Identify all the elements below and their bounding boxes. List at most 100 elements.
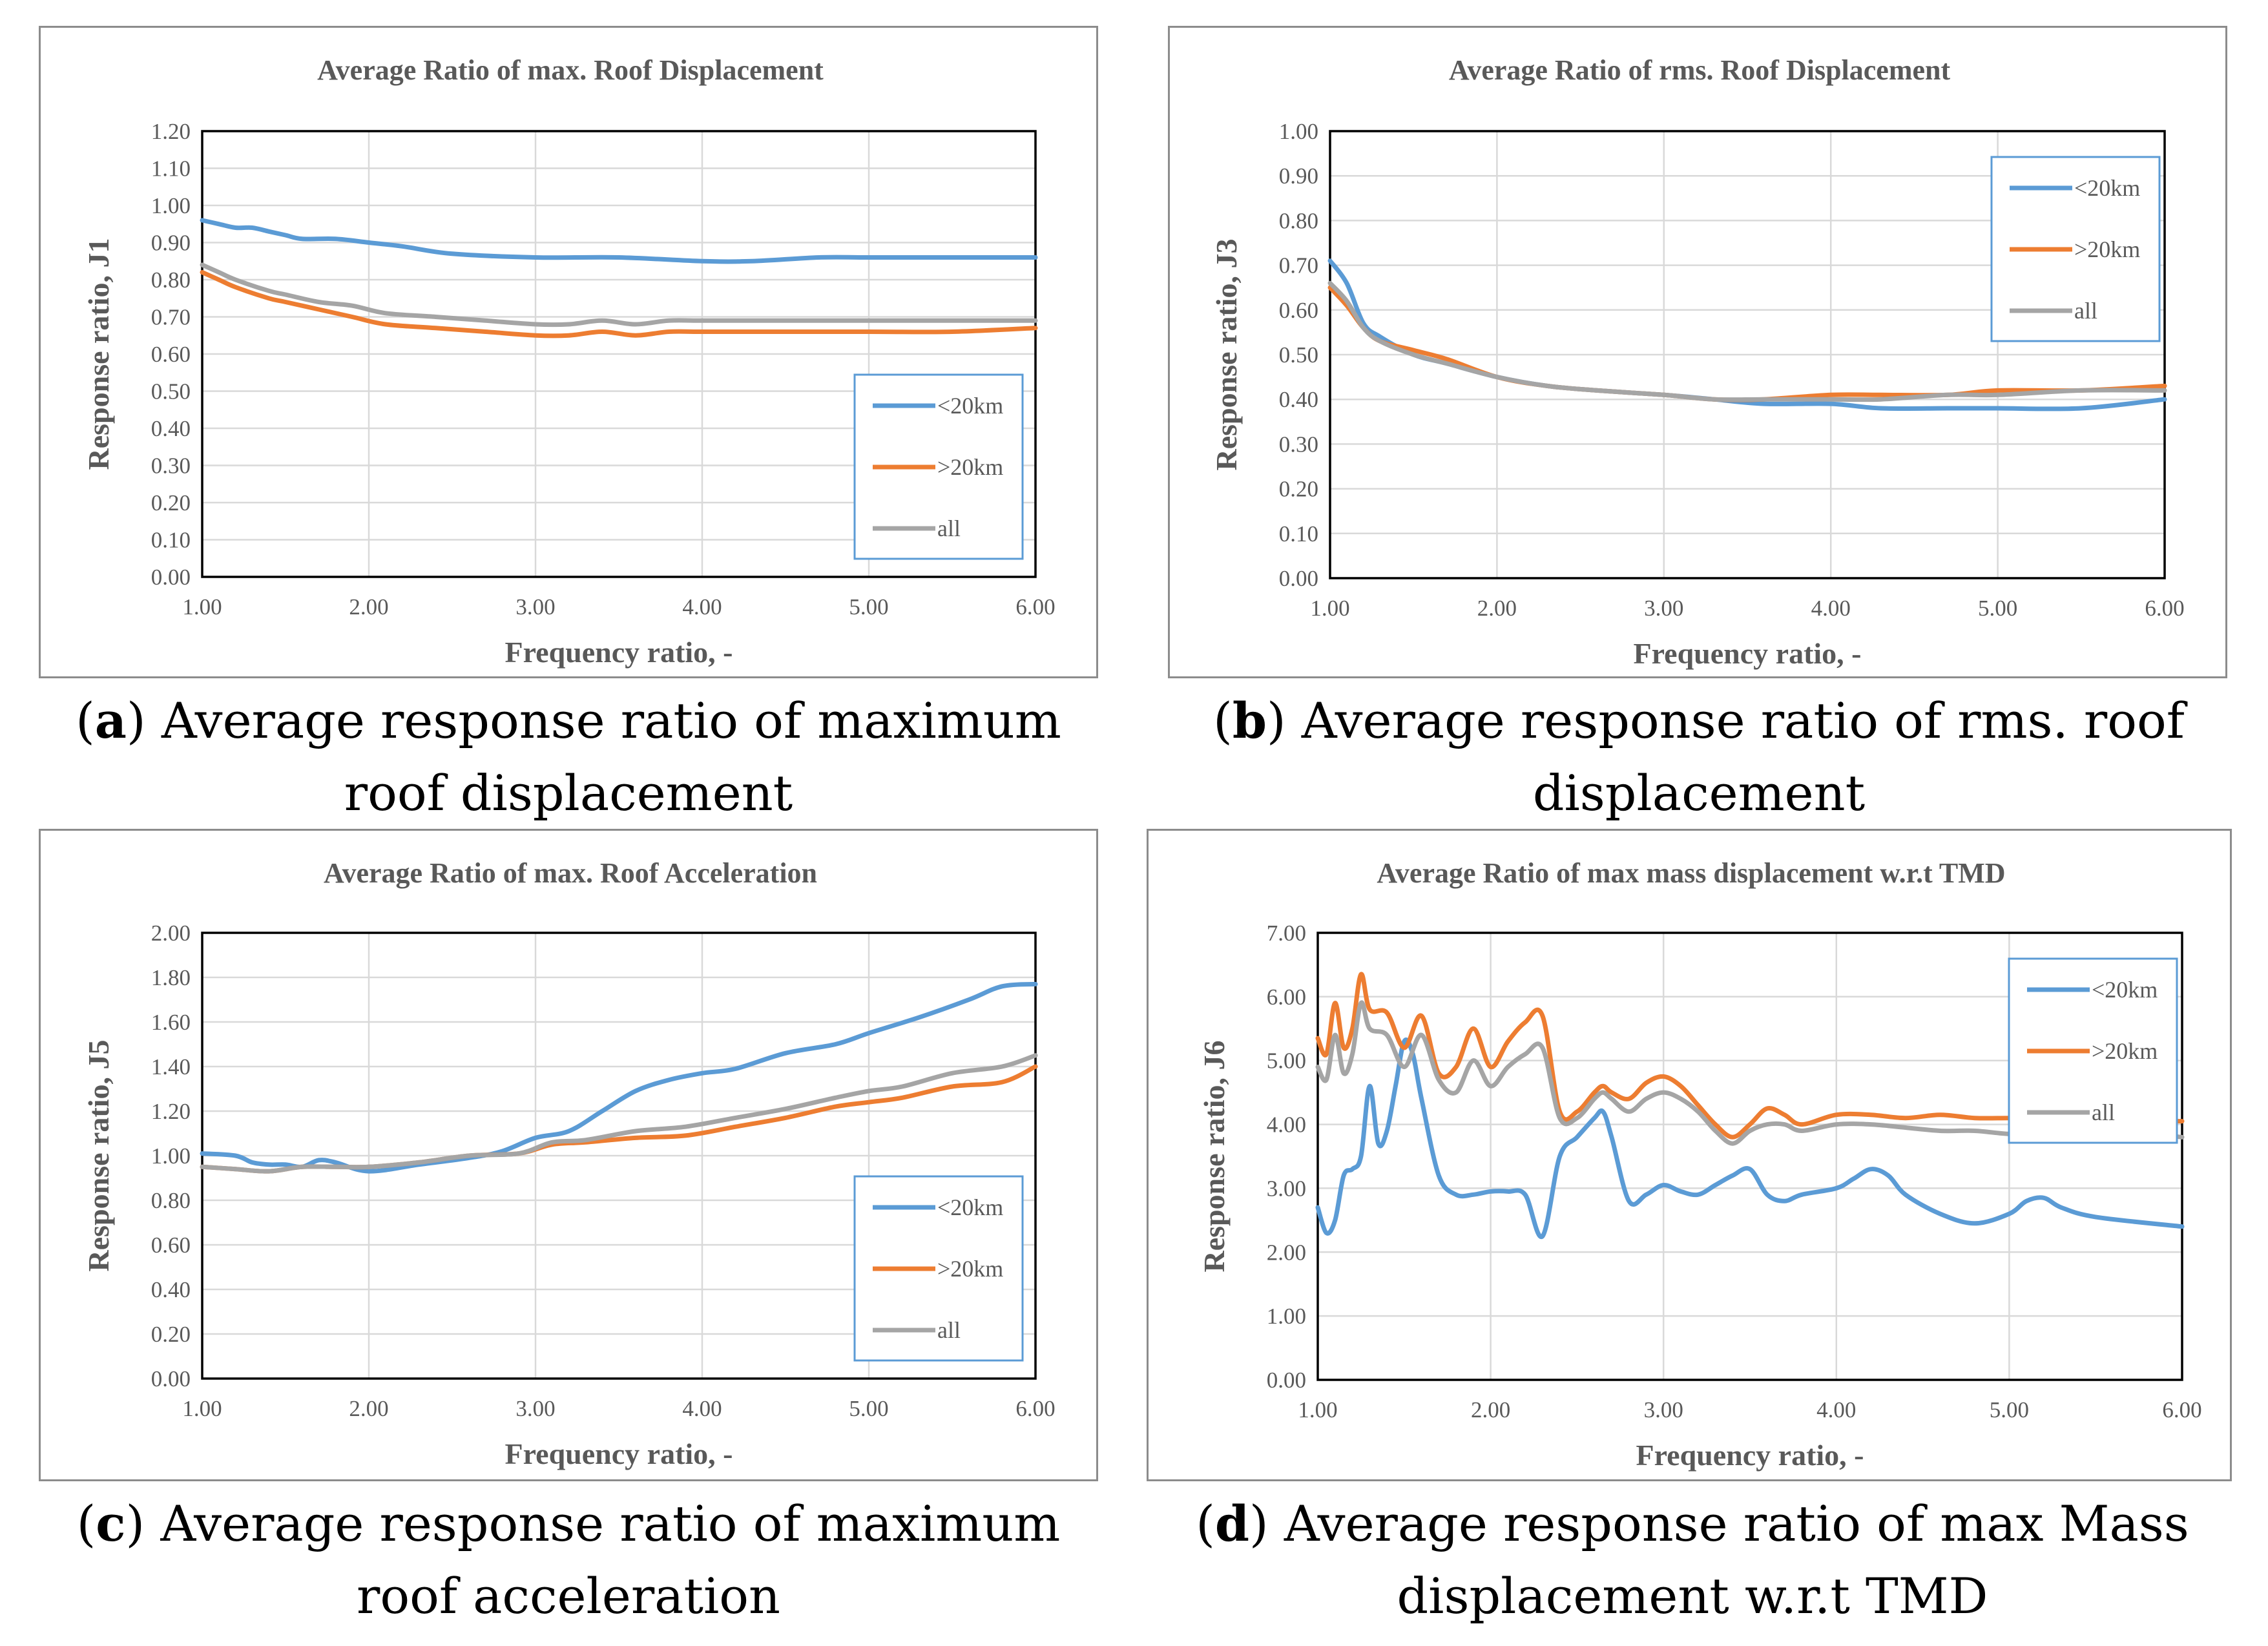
y-tick-label: 0.40 <box>151 416 191 441</box>
series-line-all <box>1327 280 2167 402</box>
x-tick-label: 6.00 <box>1015 1396 1055 1421</box>
chart-d-svg: Average Ratio of max mass displacement w… <box>1198 857 2202 1472</box>
x-tick-label: 1.00 <box>182 1396 222 1421</box>
chart-c: Average Ratio of max. Roof Acceleration 0… <box>39 829 1098 1481</box>
x-tick-label: 3.00 <box>1644 596 1683 621</box>
y-axis-label: Response ratio, J3 <box>1210 238 1243 470</box>
y-tick-label: 0.00 <box>151 1366 191 1391</box>
chart-title: Average Ratio of rms. Roof Displacement <box>1449 54 1951 86</box>
x-axis-label: Frequency ratio, - <box>1636 1439 1864 1472</box>
x-tick-label: 6.00 <box>2162 1397 2201 1422</box>
legend-label-all: all <box>2074 298 2097 324</box>
y-tick-label: 3.00 <box>1267 1176 1306 1201</box>
y-tick-label: 2.00 <box>1267 1240 1306 1265</box>
y-tick-label: 0.40 <box>1279 387 1318 412</box>
y-tick-label: 0.10 <box>151 528 191 553</box>
y-tick-label: 0.20 <box>1279 477 1318 502</box>
chart-title: Average Ratio of max mass displacement w… <box>1377 857 2005 889</box>
x-tick-label: 5.00 <box>1978 596 2017 621</box>
x-tick-label: 1.00 <box>182 594 222 620</box>
y-tick-label: 0.80 <box>151 267 191 293</box>
legend-label-gt20: >20km <box>937 454 1003 480</box>
caption-b: (b) Average response ratio of rms. roof … <box>1213 692 2185 822</box>
y-tick-label: 1.00 <box>1267 1304 1306 1329</box>
y-tick-label: 0.70 <box>151 305 191 330</box>
legend-label-lt20: <20km <box>937 393 1003 419</box>
series-line-all <box>1315 1000 2185 1146</box>
x-tick-label: 2.00 <box>349 1396 388 1421</box>
y-tick-label: 0.00 <box>1267 1368 1306 1393</box>
series-line-all <box>200 262 1038 328</box>
y-tick-label: 1.20 <box>151 119 191 144</box>
y-tick-label: 0.70 <box>1279 253 1318 278</box>
x-axis-label: Frequency ratio, - <box>1633 637 1861 670</box>
x-tick-label: 2.00 <box>1477 596 1517 621</box>
y-axis-label: Response ratio, J1 <box>82 238 115 470</box>
y-tick-label: 0.80 <box>151 1188 191 1213</box>
legend-label-gt20: >20km <box>2074 236 2140 262</box>
legend-label-lt20: <20km <box>2092 977 2158 1003</box>
chart-a: Average Ratio of max. Roof Displacement 0… <box>39 26 1098 678</box>
chart-b: Average Ratio of rms. Roof Displacement 0… <box>1168 26 2227 678</box>
plot-frame <box>1329 130 2166 579</box>
y-tick-label: 1.40 <box>151 1054 191 1079</box>
x-tick-label: 4.00 <box>1811 596 1851 621</box>
y-tick-label: 1.00 <box>1279 119 1318 144</box>
series-line-lt20 <box>200 218 1038 264</box>
x-tick-label: 6.00 <box>1015 594 1055 620</box>
legend-label-lt20: <20km <box>2074 175 2140 201</box>
x-tick-label: 3.00 <box>1644 1397 1683 1422</box>
x-axis-label: Frequency ratio, - <box>505 636 733 669</box>
y-tick-label: 5.00 <box>1267 1048 1306 1074</box>
plot-frame <box>201 130 1037 578</box>
y-axis-label: Response ratio, J6 <box>1198 1040 1231 1272</box>
y-tick-label: 7.00 <box>1267 921 1306 946</box>
y-tick-label: 0.00 <box>151 565 191 590</box>
chart-title: Average Ratio of max. Roof Acceleration <box>324 857 817 889</box>
y-tick-label: 1.20 <box>151 1099 191 1124</box>
x-tick-label: 3.00 <box>515 1396 555 1421</box>
y-tick-label: 0.30 <box>1279 432 1318 457</box>
y-tick-label: 0.60 <box>1279 298 1318 323</box>
y-tick-label: 0.10 <box>1279 521 1318 547</box>
y-tick-label: 0.00 <box>1279 566 1318 591</box>
x-tick-label: 3.00 <box>515 594 555 620</box>
y-tick-label: 1.60 <box>151 1010 191 1035</box>
legend-label-gt20: >20km <box>2092 1038 2158 1064</box>
y-tick-label: 0.20 <box>151 490 191 516</box>
chart-a-svg: Average Ratio of max. Roof Displacement 0… <box>82 54 1056 669</box>
y-tick-label: 0.60 <box>151 342 191 367</box>
series-line-gt20 <box>200 270 1038 339</box>
y-tick-label: 0.40 <box>151 1277 191 1302</box>
y-tick-label: 0.90 <box>1279 163 1318 189</box>
caption-c: (c) Average response ratio of maximum ro… <box>76 1495 1061 1625</box>
chart-c-svg: Average Ratio of max. Roof Acceleration 0… <box>82 857 1056 1470</box>
x-tick-label: 5.00 <box>849 1396 888 1421</box>
chart-b-svg: Average Ratio of rms. Roof Displacement 0… <box>1210 54 2185 670</box>
legend-label-all: all <box>937 1317 961 1343</box>
x-tick-label: 5.00 <box>849 594 888 620</box>
y-axis-label: Response ratio, J5 <box>82 1039 115 1271</box>
y-tick-label: 0.30 <box>151 453 191 479</box>
x-tick-label: 5.00 <box>1990 1397 2029 1422</box>
y-tick-label: 1.00 <box>151 1143 191 1169</box>
y-tick-label: 0.50 <box>151 379 191 404</box>
x-axis-label: Frequency ratio, - <box>505 1437 733 1470</box>
legend-label-gt20: >20km <box>937 1256 1003 1282</box>
y-tick-label: 0.50 <box>1279 342 1318 368</box>
series-line-gt20 <box>1315 972 2185 1140</box>
y-tick-label: 1.80 <box>151 965 191 990</box>
x-tick-label: 1.00 <box>1310 596 1349 621</box>
y-tick-label: 0.80 <box>1279 208 1318 233</box>
y-tick-label: 1.00 <box>151 193 191 218</box>
plot-frame <box>1316 932 2183 1381</box>
x-tick-label: 1.00 <box>1298 1397 1337 1422</box>
y-tick-label: 1.10 <box>151 156 191 182</box>
series-line-all <box>200 1053 1038 1174</box>
x-tick-label: 6.00 <box>2145 596 2184 621</box>
legend-label-all: all <box>2092 1099 2115 1125</box>
x-tick-label: 4.00 <box>682 1396 722 1421</box>
x-tick-label: 4.00 <box>682 594 722 620</box>
chart-title: Average Ratio of max. Roof Displacement <box>317 54 824 86</box>
y-tick-label: 0.90 <box>151 231 191 256</box>
